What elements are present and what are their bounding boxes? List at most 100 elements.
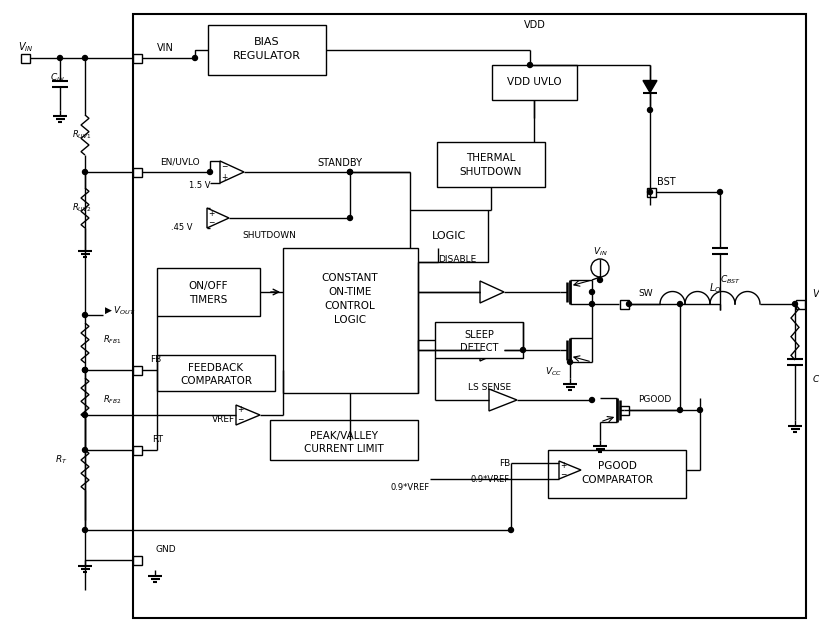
Text: +: + [560,461,566,470]
Circle shape [347,169,352,175]
Text: $C_{BST}$: $C_{BST}$ [720,274,740,286]
Circle shape [698,408,703,413]
Text: ON/OFF: ON/OFF [188,281,228,291]
Bar [133,54,142,62]
Text: LOGIC: LOGIC [334,315,366,325]
Text: $C_{IN}$: $C_{IN}$ [50,72,65,84]
Text: −: − [221,162,227,171]
Text: RT: RT [152,435,163,445]
Bar [795,299,804,309]
Text: $L_O$: $L_O$ [708,281,722,295]
Text: BIAS: BIAS [254,37,280,47]
Text: VDD UVLO: VDD UVLO [507,77,561,87]
Text: $R_{FB1}$: $R_{FB1}$ [103,334,121,347]
Text: EN/UVLO: EN/UVLO [160,158,200,166]
Text: GND: GND [155,546,175,554]
Text: LOGIC: LOGIC [432,231,466,241]
Bar [548,450,686,498]
Circle shape [509,527,514,532]
Bar [435,322,523,358]
Circle shape [627,302,631,307]
Text: +: + [221,173,227,182]
Circle shape [648,108,653,113]
Text: COMPARATOR: COMPARATOR [581,475,653,485]
Bar [133,445,142,454]
Circle shape [677,408,682,413]
Text: −: − [208,219,215,227]
Text: CONSTANT: CONSTANT [322,273,378,283]
Circle shape [590,290,595,294]
Circle shape [521,348,526,353]
Text: $R_{UV2}$: $R_{UV2}$ [72,202,91,214]
Bar [646,188,655,197]
Text: FEEDBACK: FEEDBACK [188,363,243,373]
Circle shape [527,62,532,67]
Bar [157,268,260,316]
Text: +: + [237,406,243,415]
Bar [133,168,142,176]
Text: $R_{UV1}$: $R_{UV1}$ [72,129,91,141]
Bar [208,25,326,75]
Polygon shape [643,81,657,93]
Circle shape [192,55,197,60]
Text: FB: FB [499,459,510,467]
Text: CONTROL: CONTROL [324,301,375,311]
Bar [492,65,577,100]
Text: 0.9*VREF: 0.9*VREF [471,474,510,483]
Text: PGOOD: PGOOD [598,461,636,471]
Text: SLEEP: SLEEP [464,330,494,340]
Circle shape [598,277,603,282]
Circle shape [717,190,722,195]
Text: BST: BST [657,177,676,187]
Bar [133,14,806,618]
Text: SHUTDOWN: SHUTDOWN [459,167,523,177]
Text: −: − [560,470,566,479]
Text: LS SENSE: LS SENSE [468,384,512,392]
Text: .45 V: .45 V [171,224,192,232]
Circle shape [590,398,595,403]
Text: PGOOD: PGOOD [638,396,672,404]
Text: FB: FB [150,355,161,365]
Text: PEAK/VALLEY: PEAK/VALLEY [310,431,378,441]
Bar [20,54,29,62]
Text: $V_{IN}$: $V_{IN}$ [593,246,608,258]
Text: $V_{OUT}$: $V_{OUT}$ [812,287,819,301]
Circle shape [648,190,653,195]
Bar [157,355,275,391]
Bar [133,365,142,374]
Text: REGULATOR: REGULATOR [233,51,301,61]
Text: CURRENT LIMIT: CURRENT LIMIT [304,444,384,454]
Bar [270,420,418,460]
Text: −: − [237,416,243,425]
Circle shape [83,367,88,372]
Circle shape [83,527,88,532]
Circle shape [83,447,88,452]
Circle shape [83,169,88,175]
Text: VDD: VDD [524,20,546,30]
Text: $R_T$: $R_T$ [56,454,68,466]
Text: DISABLE: DISABLE [438,256,477,265]
Circle shape [83,413,88,418]
Circle shape [793,302,798,307]
Text: SHUTDOWN: SHUTDOWN [242,231,296,239]
Circle shape [568,360,572,365]
Text: VIN: VIN [156,43,174,53]
Bar [283,248,418,393]
Text: THERMAL: THERMAL [466,153,516,163]
Text: 0.9*VREF: 0.9*VREF [391,483,430,491]
Text: +: + [208,209,215,217]
Circle shape [347,215,352,220]
Text: DETECT: DETECT [459,343,498,353]
Circle shape [83,55,88,60]
Circle shape [57,55,62,60]
Circle shape [83,367,88,372]
Circle shape [347,169,352,175]
Text: COMPARATOR: COMPARATOR [180,376,252,386]
Text: ON-TIME: ON-TIME [328,287,372,297]
Text: $R_{FB2}$: $R_{FB2}$ [103,394,121,406]
Text: 1.5 V: 1.5 V [189,181,210,190]
Circle shape [83,312,88,318]
Circle shape [677,302,682,307]
Bar [133,556,142,564]
Text: TIMERS: TIMERS [189,295,227,305]
